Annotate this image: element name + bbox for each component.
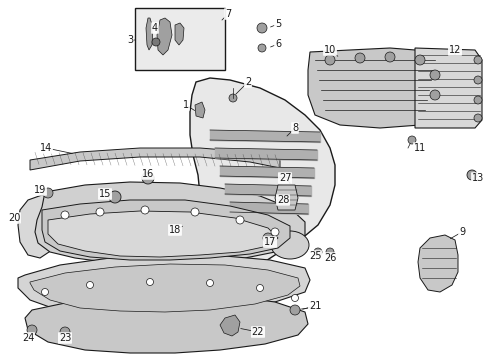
- Text: 23: 23: [59, 333, 71, 343]
- Circle shape: [429, 90, 439, 100]
- Circle shape: [291, 294, 298, 302]
- Circle shape: [141, 206, 149, 214]
- Circle shape: [61, 211, 69, 219]
- Circle shape: [96, 208, 104, 216]
- Polygon shape: [274, 185, 297, 210]
- Circle shape: [228, 94, 237, 102]
- Circle shape: [354, 53, 364, 63]
- Text: 26: 26: [323, 253, 336, 263]
- Circle shape: [43, 188, 53, 198]
- Text: 14: 14: [40, 143, 52, 153]
- Circle shape: [466, 170, 476, 180]
- Circle shape: [206, 279, 213, 287]
- Polygon shape: [146, 18, 153, 50]
- Text: 15: 15: [99, 189, 111, 199]
- Text: 28: 28: [276, 195, 288, 205]
- Circle shape: [473, 114, 481, 122]
- Circle shape: [270, 228, 279, 236]
- Text: 13: 13: [471, 173, 483, 183]
- Circle shape: [473, 76, 481, 84]
- Text: 3: 3: [127, 35, 133, 45]
- Text: 11: 11: [413, 143, 425, 153]
- Polygon shape: [175, 23, 183, 45]
- Polygon shape: [18, 195, 60, 258]
- Circle shape: [325, 248, 333, 256]
- Text: 2: 2: [244, 77, 251, 87]
- Circle shape: [384, 52, 394, 62]
- Polygon shape: [157, 18, 172, 55]
- Circle shape: [152, 38, 160, 46]
- Polygon shape: [414, 48, 481, 128]
- Text: 12: 12: [448, 45, 460, 55]
- Circle shape: [313, 248, 321, 256]
- Text: 8: 8: [291, 123, 298, 133]
- Polygon shape: [220, 315, 240, 336]
- Circle shape: [60, 327, 70, 337]
- Polygon shape: [42, 200, 289, 260]
- Text: 4: 4: [152, 23, 158, 33]
- Circle shape: [407, 136, 415, 144]
- Polygon shape: [195, 102, 204, 118]
- Polygon shape: [48, 211, 278, 257]
- Ellipse shape: [270, 231, 308, 259]
- Polygon shape: [18, 255, 309, 316]
- Circle shape: [258, 44, 265, 52]
- Text: 16: 16: [142, 169, 154, 179]
- Polygon shape: [307, 48, 444, 128]
- Text: 20: 20: [8, 213, 20, 223]
- Text: 17: 17: [263, 237, 276, 247]
- Circle shape: [325, 55, 334, 65]
- Text: 18: 18: [168, 225, 181, 235]
- Circle shape: [27, 325, 37, 335]
- Circle shape: [142, 172, 154, 184]
- Text: 6: 6: [274, 39, 281, 49]
- Text: 21: 21: [308, 301, 321, 311]
- Circle shape: [414, 55, 424, 65]
- Text: 5: 5: [274, 19, 281, 29]
- Text: 27: 27: [278, 173, 291, 183]
- Polygon shape: [417, 235, 457, 292]
- Circle shape: [109, 191, 121, 203]
- Circle shape: [256, 284, 263, 292]
- Circle shape: [41, 288, 48, 296]
- Circle shape: [263, 233, 272, 243]
- Circle shape: [473, 96, 481, 104]
- Polygon shape: [35, 182, 305, 265]
- Circle shape: [146, 279, 153, 285]
- Text: 25: 25: [308, 251, 321, 261]
- Text: 7: 7: [224, 9, 231, 19]
- Circle shape: [289, 305, 299, 315]
- Circle shape: [191, 208, 199, 216]
- Circle shape: [473, 56, 481, 64]
- Text: 24: 24: [22, 333, 34, 343]
- Text: 10: 10: [323, 45, 335, 55]
- Circle shape: [86, 282, 93, 288]
- Polygon shape: [190, 78, 334, 278]
- Polygon shape: [30, 148, 280, 170]
- Text: 1: 1: [183, 100, 189, 110]
- Polygon shape: [25, 295, 307, 353]
- Text: 9: 9: [458, 227, 464, 237]
- Polygon shape: [30, 264, 299, 312]
- Text: 22: 22: [251, 327, 264, 337]
- Circle shape: [236, 216, 244, 224]
- Circle shape: [257, 23, 266, 33]
- Bar: [135, 8, 224, 70]
- Circle shape: [429, 70, 439, 80]
- Text: 19: 19: [34, 185, 46, 195]
